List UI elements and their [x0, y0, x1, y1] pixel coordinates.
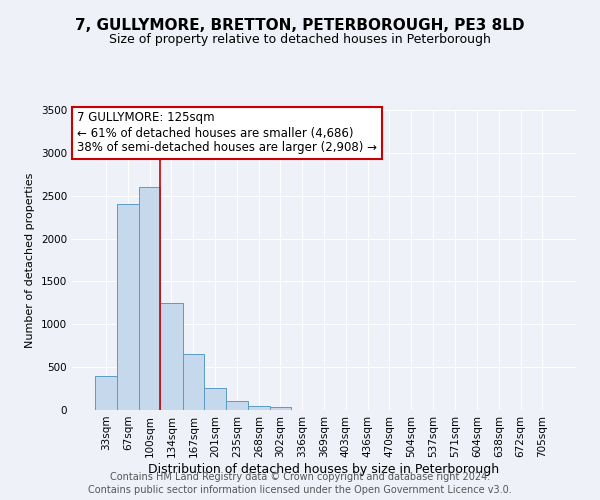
Bar	[117, 204, 139, 410]
Bar	[160, 303, 182, 410]
Bar	[269, 408, 291, 410]
Bar	[182, 354, 204, 410]
Text: Contains HM Land Registry data © Crown copyright and database right 2024.: Contains HM Land Registry data © Crown c…	[110, 472, 490, 482]
X-axis label: Distribution of detached houses by size in Peterborough: Distribution of detached houses by size …	[148, 462, 500, 475]
Y-axis label: Number of detached properties: Number of detached properties	[25, 172, 35, 348]
Text: Contains public sector information licensed under the Open Government Licence v3: Contains public sector information licen…	[88, 485, 512, 495]
Bar	[139, 187, 160, 410]
Text: Size of property relative to detached houses in Peterborough: Size of property relative to detached ho…	[109, 32, 491, 46]
Text: 7 GULLYMORE: 125sqm
← 61% of detached houses are smaller (4,686)
38% of semi-det: 7 GULLYMORE: 125sqm ← 61% of detached ho…	[77, 112, 377, 154]
Bar	[204, 388, 226, 410]
Bar	[226, 402, 248, 410]
Bar	[95, 376, 117, 410]
Bar	[248, 406, 269, 410]
Text: 7, GULLYMORE, BRETTON, PETERBOROUGH, PE3 8LD: 7, GULLYMORE, BRETTON, PETERBOROUGH, PE3…	[75, 18, 525, 32]
